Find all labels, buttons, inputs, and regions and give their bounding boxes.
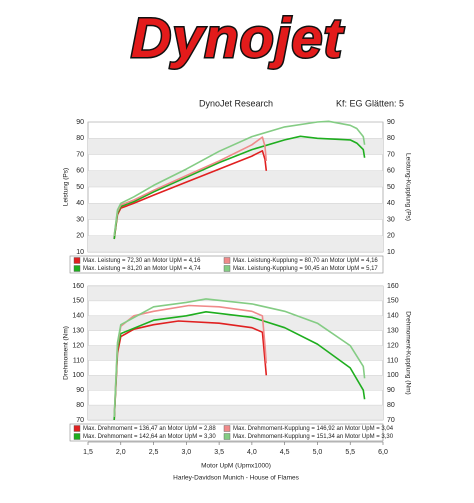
y2-axis-label: Leistung-Kupplung (Ps) [404, 153, 411, 221]
y-tick-label: 160 [72, 283, 84, 290]
x-tick-label: 4,0 [247, 449, 257, 456]
report-title: DynoJet Research [199, 98, 273, 108]
legend-swatch [223, 425, 231, 432]
y-tick-label: 10 [76, 249, 84, 256]
grid-band [88, 203, 383, 220]
y-tick-label: 70 [76, 151, 84, 158]
y-tick-label: 80 [76, 402, 84, 409]
series-line [113, 298, 366, 418]
y2-tick-label: 110 [387, 357, 398, 364]
y2-tick-label: 30 [387, 216, 395, 223]
legend-label: Max. Leistung = 72,30 an Motor UpM = 4,1… [83, 258, 201, 264]
series-line [113, 120, 366, 236]
grid-band [88, 170, 383, 187]
legend-label: Max. Leistung-Kupplung = 80,70 an Motor … [233, 258, 378, 264]
x-tick-label: 2,5 [149, 449, 159, 456]
x-tick-label: 3,0 [181, 449, 191, 456]
y-tick-label: 20 [76, 233, 84, 240]
series-line [113, 135, 366, 240]
y2-tick-label: 20 [387, 233, 395, 240]
y2-tick-label: 60 [387, 168, 395, 175]
y-tick-label: 130 [72, 328, 84, 335]
y2-tick-label: 120 [387, 342, 399, 349]
y2-tick-label: 160 [387, 283, 399, 290]
brand-logo: Dynojet [131, 6, 345, 69]
x-tick-label: 3,5 [214, 449, 224, 456]
y2-axis-label: Drehmoment-Kupplung (Nm) [404, 311, 411, 394]
grid-band [88, 235, 383, 252]
grid-band [88, 405, 383, 420]
legend-swatch [73, 433, 81, 440]
series-line [113, 311, 366, 421]
y-tick-label: 140 [72, 313, 84, 320]
y-axis-label: Leistung (Ps) [63, 168, 70, 206]
y2-tick-label: 150 [387, 298, 399, 305]
x-tick-label: 4,5 [280, 449, 290, 456]
y-tick-label: 150 [72, 298, 84, 305]
settings: Kf: EG Glätten: 5 [336, 98, 404, 108]
y-tick-label: 80 [76, 135, 84, 142]
y2-tick-label: 140 [387, 313, 399, 320]
x-tick-label: 1,5 [83, 449, 93, 456]
y-tick-label: 100 [72, 372, 84, 379]
x-tick-label: 5,0 [313, 449, 323, 456]
legend-label: Max. Drehmoment = 142,64 an Motor UpM = … [83, 434, 216, 440]
y2-tick-label: 130 [387, 328, 399, 335]
y2-tick-label: 90 [387, 119, 395, 126]
legend-swatch [73, 425, 81, 432]
y2-tick-label: 10 [387, 249, 395, 256]
y-tick-label: 40 [76, 200, 84, 207]
y-axis-label: Drehmoment (Nm) [63, 326, 70, 380]
grid-band [88, 138, 383, 155]
footer: Harley-Davidson Munich - House of Flames [173, 475, 299, 482]
legend-swatch [73, 257, 81, 264]
legend-label: Max. Drehmoment-Kupplung = 146,92 an Mot… [233, 426, 394, 432]
y2-tick-label: 90 [387, 387, 395, 394]
legend-swatch [73, 265, 81, 272]
y-tick-label: 120 [72, 342, 84, 349]
x-tick-label: 2,0 [116, 449, 126, 456]
y-tick-label: 60 [76, 168, 84, 175]
y-tick-label: 70 [76, 417, 84, 424]
y-tick-label: 50 [76, 184, 84, 191]
legend-swatch [223, 433, 231, 440]
grid-band [88, 345, 383, 361]
y2-tick-label: 70 [387, 417, 395, 424]
legend-label: Max. Drehmoment-Kupplung = 151,34 an Mot… [233, 434, 394, 440]
y2-tick-label: 80 [387, 135, 395, 142]
y2-tick-label: 40 [387, 200, 395, 207]
y2-tick-label: 80 [387, 402, 395, 409]
legend-swatch [223, 257, 231, 264]
y-tick-label: 30 [76, 216, 84, 223]
x-axis-label: Motor UpM (Upmx1000) [201, 463, 271, 470]
x-tick-label: 5,5 [345, 449, 355, 456]
y-tick-label: 110 [73, 357, 84, 364]
y-tick-label: 90 [76, 387, 84, 394]
legend-swatch [223, 265, 231, 272]
grid-band [88, 286, 383, 301]
legend-label: Max. Drehmoment = 136,47 an Motor UpM = … [83, 426, 216, 432]
legend-label: Max. Leistung = 81,20 an Motor UpM = 4,7… [83, 266, 201, 272]
y2-tick-label: 100 [387, 372, 399, 379]
y2-tick-label: 50 [387, 184, 395, 191]
grid-band [88, 375, 383, 391]
y-tick-label: 90 [76, 119, 84, 126]
x-tick-label: 6,0 [378, 449, 388, 456]
legend-box [69, 255, 384, 274]
y2-tick-label: 70 [387, 151, 395, 158]
legend-box [69, 423, 384, 442]
legend-label: Max. Leistung-Kupplung = 90,45 an Motor … [233, 266, 378, 272]
